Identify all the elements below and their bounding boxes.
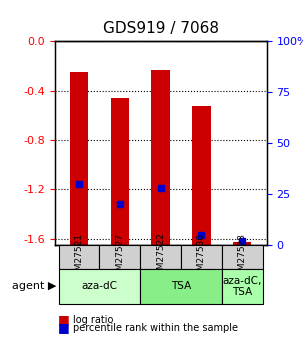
- Text: GSM27521: GSM27521: [75, 233, 84, 282]
- FancyBboxPatch shape: [140, 269, 222, 304]
- FancyBboxPatch shape: [222, 245, 263, 269]
- Text: ■: ■: [58, 321, 69, 334]
- Text: agent ▶: agent ▶: [12, 282, 56, 291]
- Bar: [152, 70, 170, 245]
- Text: log ratio: log ratio: [73, 315, 113, 325]
- FancyBboxPatch shape: [222, 269, 263, 304]
- Bar: [233, 243, 251, 245]
- Text: GSM27522: GSM27522: [156, 233, 165, 282]
- FancyBboxPatch shape: [58, 245, 99, 269]
- Text: GSM27523: GSM27523: [238, 233, 247, 282]
- FancyBboxPatch shape: [181, 245, 222, 269]
- Title: GDS919 / 7068: GDS919 / 7068: [103, 21, 218, 36]
- Bar: [111, 98, 129, 245]
- FancyBboxPatch shape: [140, 245, 181, 269]
- FancyBboxPatch shape: [58, 269, 140, 304]
- Bar: [70, 72, 88, 245]
- Text: percentile rank within the sample: percentile rank within the sample: [73, 323, 238, 333]
- Text: GSM27530: GSM27530: [197, 233, 206, 282]
- FancyBboxPatch shape: [99, 245, 140, 269]
- Text: TSA: TSA: [171, 282, 191, 291]
- Text: ■: ■: [58, 313, 69, 326]
- Text: aza-dC: aza-dC: [82, 282, 117, 291]
- Text: aza-dC,
TSA: aza-dC, TSA: [222, 276, 262, 297]
- Text: GSM27527: GSM27527: [115, 233, 124, 282]
- Bar: [192, 106, 211, 245]
